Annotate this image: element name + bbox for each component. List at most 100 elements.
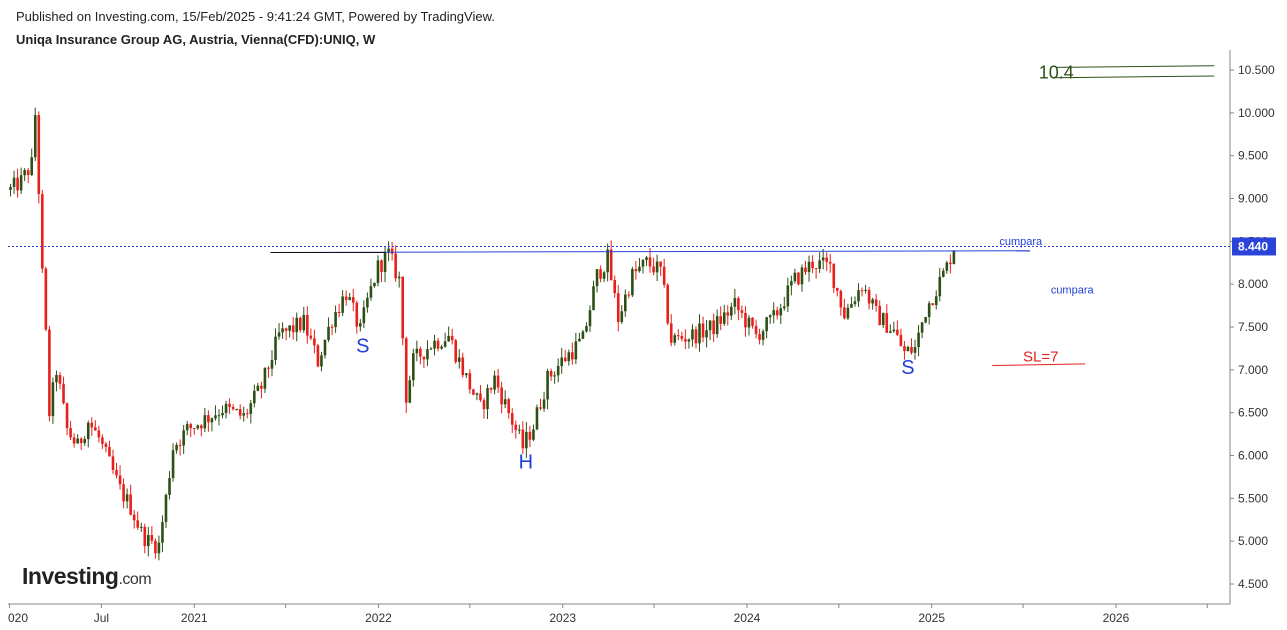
y-tick-label: 5.000	[1238, 534, 1268, 548]
candle-body	[235, 409, 238, 411]
candle-body	[72, 437, 76, 444]
candle-body	[828, 261, 832, 264]
y-tick-label: 6.500	[1238, 406, 1268, 420]
candle-body	[680, 335, 684, 339]
candle-body	[751, 317, 754, 326]
candle-body	[687, 339, 691, 342]
candle-body	[472, 389, 475, 395]
candle-body	[344, 296, 348, 300]
y-tick-label: 10.500	[1238, 63, 1275, 77]
candle-body	[839, 290, 843, 308]
annotation-1: H	[519, 451, 533, 473]
y-axis: 4.500 5.000 5.500 6.000 6.500 7.000 7.500 8.000…	[1229, 50, 1276, 604]
candle-body	[33, 115, 37, 158]
candle-body	[12, 177, 16, 188]
candle-body	[228, 403, 231, 407]
candle-body	[874, 299, 878, 306]
candle-body	[850, 304, 853, 308]
candle-body	[69, 428, 72, 438]
x-tick-label: 020	[8, 611, 28, 625]
candle-body	[585, 326, 588, 332]
candle-body	[920, 322, 924, 333]
x-tick-label: 2021	[181, 611, 208, 625]
candle-body	[334, 312, 337, 328]
candle-body	[97, 430, 101, 438]
candle-body	[655, 261, 659, 273]
y-tick-label: 6.000	[1238, 449, 1268, 463]
candle-body	[90, 422, 94, 428]
y-tick-label: 5.500	[1238, 491, 1268, 505]
candle-body	[302, 315, 306, 331]
candle-body	[843, 307, 846, 319]
candle-body	[267, 367, 270, 369]
candle-body	[37, 115, 41, 195]
target-lower-line	[1054, 75, 1215, 79]
candle-body	[380, 260, 383, 273]
chart-title: Uniqa Insurance Group AG, Austria, Vienn…	[16, 32, 376, 47]
candle-body	[217, 415, 221, 417]
candle-body	[737, 298, 740, 311]
y-tick-label: 9.000	[1238, 192, 1268, 206]
candle-body	[518, 429, 521, 431]
candle-body	[178, 444, 182, 446]
candle-body	[101, 437, 104, 444]
candle-body	[9, 187, 12, 190]
candle-body	[867, 289, 871, 304]
candle-body	[864, 289, 867, 291]
candle-body	[722, 312, 726, 324]
candle-body	[878, 305, 882, 326]
candle-body	[440, 346, 443, 349]
y-tick-label: 7.000	[1238, 363, 1268, 377]
candle-body	[83, 439, 87, 444]
candle-body	[330, 326, 334, 328]
candle-body	[910, 346, 913, 353]
candle-body	[157, 542, 161, 554]
candle-body	[479, 393, 482, 401]
candle-body	[41, 194, 44, 269]
candle-body	[221, 413, 224, 416]
candle-body	[182, 430, 185, 446]
x-axis: 020 Jul 2021 2022 2023 2024 2025 2026	[8, 603, 1230, 625]
candle-body	[207, 415, 210, 423]
annotation-5: SL=7	[1023, 348, 1058, 365]
candle-body	[309, 335, 313, 339]
candle-body	[825, 257, 829, 262]
candle-body	[620, 311, 624, 323]
candle-body	[634, 269, 638, 272]
candle-body	[376, 260, 380, 283]
annotation-0: S	[356, 336, 369, 358]
annotation-4: cumpara	[1051, 285, 1095, 297]
candle-body	[786, 285, 790, 307]
candle-body	[542, 399, 546, 409]
candle-body	[457, 357, 461, 362]
candle-body	[560, 357, 564, 366]
y-tick-label: 10.000	[1238, 106, 1275, 120]
annotation-6: 10.4	[1039, 63, 1074, 83]
candle-body	[715, 316, 719, 335]
candle-body	[532, 429, 535, 440]
candle-body	[369, 286, 373, 298]
last-price-box	[1232, 237, 1276, 256]
candle-body	[931, 303, 935, 305]
candle-body	[772, 310, 776, 316]
candle-body	[260, 385, 263, 389]
candle-body	[253, 390, 256, 404]
candle-body	[906, 346, 910, 352]
candle-body	[613, 279, 617, 294]
candle-body	[62, 383, 65, 404]
candle-body	[645, 257, 648, 261]
candle-body	[362, 307, 366, 324]
candle-body	[917, 332, 920, 348]
candle-body	[783, 306, 786, 309]
candle-body	[747, 317, 751, 328]
candle-body	[599, 269, 602, 279]
candle-body	[19, 175, 23, 191]
candle-body	[115, 469, 118, 476]
candle-body	[899, 334, 903, 347]
candle-body	[631, 269, 634, 296]
candle-body	[51, 382, 55, 417]
candle-body	[493, 375, 496, 390]
candle-body	[896, 329, 899, 335]
candle-body	[691, 329, 694, 340]
